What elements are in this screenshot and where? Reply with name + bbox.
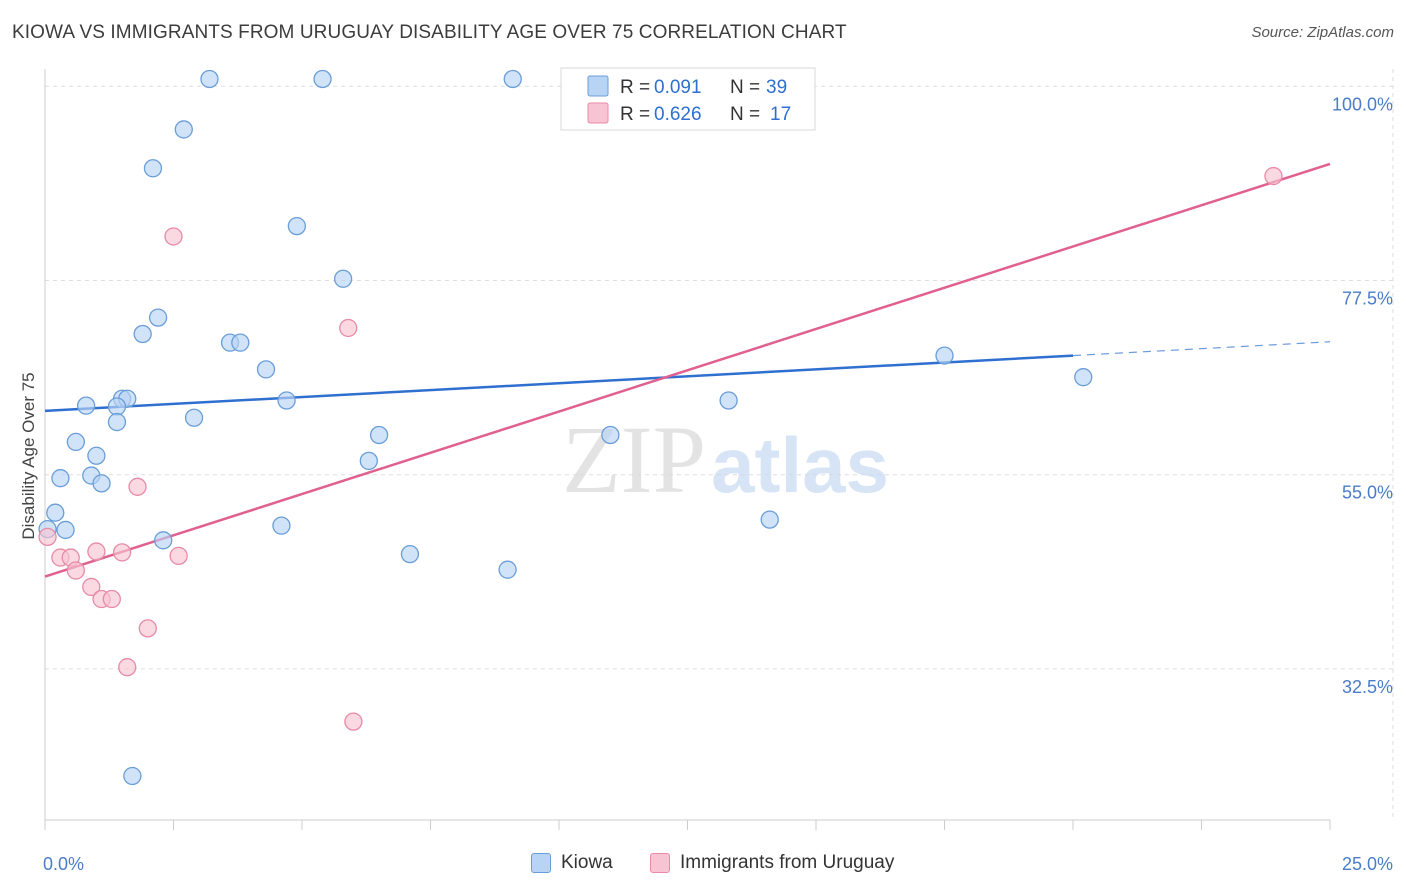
point-kiowa-32 — [760, 510, 779, 529]
point-uruguay-7 — [169, 546, 188, 566]
point-kiowa-29 — [92, 474, 111, 493]
point-kiowa-24 — [66, 432, 85, 452]
y-axis-label: Disability Age Over 75 — [19, 372, 38, 539]
point-kiowa-18 — [76, 396, 96, 415]
point-kiowa-33 — [272, 516, 291, 535]
legend-n-value-1: 39 — [766, 77, 787, 98]
legend-bottom: Kiowa Immigrants from Uruguay — [0, 852, 1406, 878]
point-kiowa-22 — [369, 425, 389, 445]
point-uruguay-6 — [112, 543, 132, 562]
point-kiowa-27 — [51, 469, 70, 488]
point-kiowa-4 — [143, 159, 163, 178]
legend-top: R = 0.091 N = 39 R = 0.626 N = 17 — [560, 67, 816, 131]
point-kiowa-34 — [154, 531, 173, 550]
point-kiowa-30 — [46, 503, 65, 522]
y-tick-label-2: 55.0% — [1342, 483, 1393, 503]
point-kiowa-36 — [498, 560, 517, 579]
point-kiowa-12 — [256, 360, 276, 379]
point-kiowa-26 — [359, 451, 378, 471]
chart-source: Source: ZipAtlas.com — [1251, 24, 1394, 41]
y-tick-label-3: 32.5% — [1342, 677, 1393, 697]
legend-item-kiowa: Kiowa — [531, 852, 613, 874]
point-kiowa-19 — [107, 397, 127, 416]
y-tick-label-0: 100.0% — [1332, 94, 1393, 114]
point-kiowa-21 — [107, 412, 127, 432]
legend-r-label-1: R = — [620, 77, 650, 98]
legend-n-label-1: N = — [730, 77, 760, 98]
legend-swatch-kiowa-bottom — [531, 853, 551, 873]
legend-r-label-2: R = — [620, 104, 650, 125]
point-kiowa-6 — [333, 269, 353, 288]
point-uruguay-1 — [164, 227, 183, 246]
legend-swatch-kiowa — [587, 75, 609, 97]
watermark-atlas: atlas — [711, 421, 889, 509]
point-uruguay-0 — [1264, 166, 1283, 186]
watermark: ZIP atlas — [562, 406, 889, 513]
trend-line-uruguay — [44, 162, 1331, 578]
point-kiowa-35 — [400, 544, 420, 564]
point-kiowa-2 — [503, 69, 522, 89]
legend-item-uruguay: Immigrants from Uruguay — [650, 852, 894, 874]
watermark-zip: ZIP — [562, 406, 706, 513]
point-uruguay-5 — [87, 542, 106, 561]
point-uruguay-4 — [38, 527, 57, 547]
point-kiowa-7 — [148, 308, 168, 327]
point-kiowa-23 — [601, 425, 620, 445]
x-tick-label-0: 0.0% — [43, 854, 84, 874]
legend-n-label-2: N = — [730, 104, 760, 125]
point-kiowa-13 — [1074, 368, 1093, 387]
point-kiowa-3 — [174, 120, 193, 139]
point-kiowa-0 — [200, 69, 219, 89]
point-kiowa-16 — [277, 391, 296, 410]
point-uruguay-15 — [118, 658, 137, 677]
point-kiowa-20 — [184, 408, 204, 427]
legend-label-kiowa: Kiowa — [561, 852, 613, 873]
point-kiowa-31 — [56, 520, 75, 540]
trend-lines — [44, 162, 1331, 578]
point-uruguay-14 — [138, 619, 157, 638]
point-kiowa-11 — [935, 346, 954, 365]
point-kiowa-17 — [719, 391, 738, 410]
y-tick-labels: 100.0% 77.5% 55.0% 32.5% — [1332, 94, 1393, 697]
point-kiowa-8 — [133, 324, 152, 344]
point-uruguay-13 — [102, 589, 121, 609]
point-kiowa-37 — [123, 766, 142, 786]
y-tick-label-1: 77.5% — [1342, 288, 1393, 308]
data-points — [38, 69, 1283, 786]
point-kiowa-25 — [87, 446, 106, 465]
legend-r-value-2: 0.626 — [654, 104, 702, 125]
point-kiowa-10 — [231, 333, 250, 352]
point-uruguay-2 — [339, 318, 358, 338]
chart-title: KIOWA VS IMMIGRANTS FROM URUGUAY DISABIL… — [12, 22, 847, 43]
point-uruguay-10 — [66, 561, 85, 580]
x-tick-labels: 0.0% 25.0% — [43, 854, 1393, 874]
legend-n-value-2: 17 — [770, 104, 791, 125]
legend-r-value-1: 0.091 — [654, 77, 702, 98]
point-uruguay-3 — [128, 477, 147, 496]
legend-label-uruguay: Immigrants from Uruguay — [680, 852, 895, 873]
trend-line-kiowa — [44, 354, 1074, 413]
point-uruguay-16 — [344, 712, 363, 731]
legend-swatch-uruguay — [587, 102, 609, 124]
axes — [44, 69, 1331, 830]
point-kiowa-5 — [287, 216, 307, 236]
trend-line-kiowa-extension — [1072, 341, 1331, 357]
point-kiowa-1 — [313, 69, 332, 89]
point-uruguay-11 — [82, 577, 101, 597]
x-tick-label-1: 25.0% — [1342, 854, 1393, 874]
legend-swatch-uruguay-bottom — [650, 853, 670, 873]
